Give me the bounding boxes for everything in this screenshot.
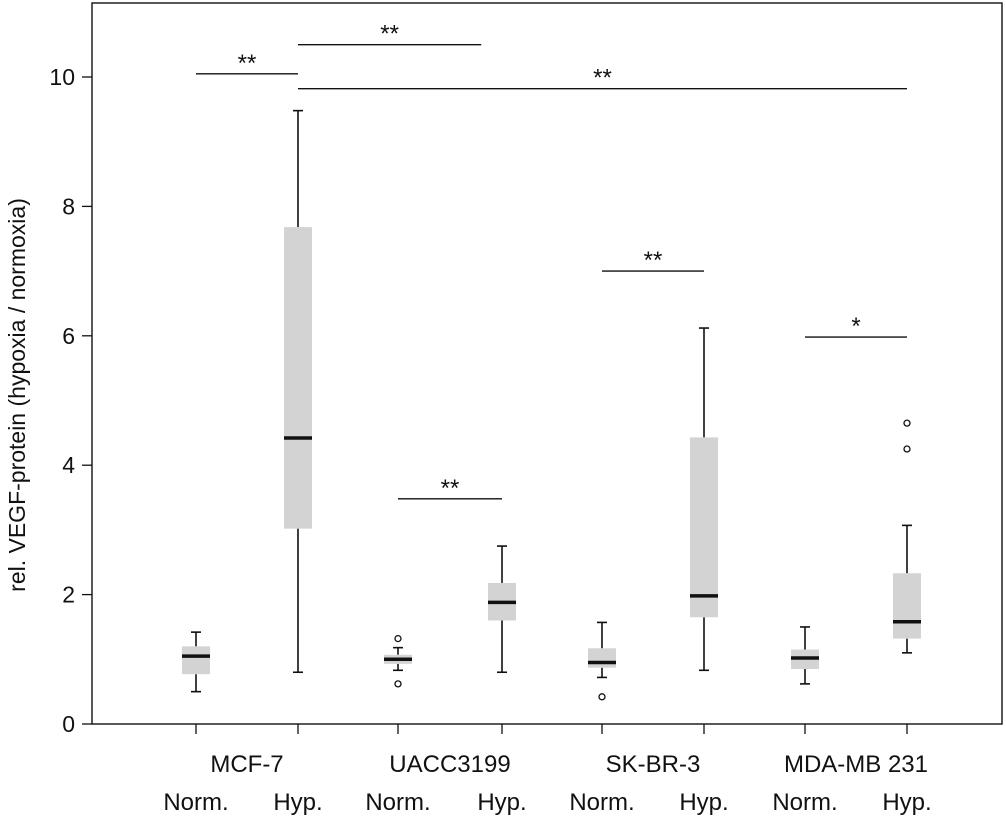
plot-frame xyxy=(91,2,1003,725)
outlier-point xyxy=(903,419,911,427)
box-6 xyxy=(791,626,819,685)
y-tick-label: 2 xyxy=(62,582,75,608)
box-3 xyxy=(488,545,516,674)
group-label: UACC3199 xyxy=(389,751,510,778)
y-axis-label: rel. VEGF-protein (hypoxia / normoxia) xyxy=(4,198,30,592)
box-body xyxy=(690,437,718,618)
y-tick-label: 6 xyxy=(62,323,75,349)
box-4 xyxy=(588,621,616,701)
group-label: SK-BR-3 xyxy=(606,751,701,778)
y-tick-label: 4 xyxy=(62,452,75,478)
significance-annotation: ** xyxy=(298,65,907,92)
box-2 xyxy=(384,634,412,688)
condition-label: Hyp. xyxy=(679,789,728,816)
condition-label: Norm. xyxy=(569,789,634,816)
y-tick-label: 10 xyxy=(49,64,75,90)
condition-label: Hyp. xyxy=(477,789,526,816)
significance-annotations: *********** xyxy=(196,21,907,502)
condition-label: Norm. xyxy=(772,789,837,816)
boxes xyxy=(182,109,921,701)
significance-label: * xyxy=(851,313,860,340)
significance-label: ** xyxy=(593,65,612,92)
group-label: MDA-MB 231 xyxy=(784,751,928,778)
x-axis-labels: MCF-7 UACC3199 SK-BR-3 MDA-MB 231 Norm. Hyp. N… xyxy=(163,751,931,816)
significance-annotation: ** xyxy=(196,50,298,77)
significance-label: ** xyxy=(380,21,399,48)
significance-annotation: ** xyxy=(602,247,704,274)
significance-label: ** xyxy=(644,247,663,274)
significance-annotation: * xyxy=(805,313,907,340)
box-body xyxy=(893,573,921,639)
group-label: MCF-7 xyxy=(210,751,283,778)
condition-label: Hyp. xyxy=(882,789,931,816)
box-7 xyxy=(893,419,921,654)
y-tick-label: 0 xyxy=(62,711,75,737)
box-body xyxy=(182,646,210,675)
condition-label: Norm. xyxy=(163,789,228,816)
significance-label: ** xyxy=(238,50,257,77)
outlier-point xyxy=(903,445,911,453)
box-5 xyxy=(690,327,718,672)
x-axis-ticks xyxy=(195,724,908,734)
outlier-point xyxy=(598,693,606,701)
condition-label: Hyp. xyxy=(273,789,322,816)
box-body xyxy=(588,648,616,668)
box-0 xyxy=(182,631,210,693)
y-tick-label: 8 xyxy=(62,193,75,219)
box-1 xyxy=(284,109,312,674)
outlier-point xyxy=(394,680,402,688)
condition-label: Norm. xyxy=(365,789,430,816)
significance-label: ** xyxy=(441,475,460,502)
y-axis: 0 2 4 6 8 10 xyxy=(49,64,92,737)
significance-annotation: ** xyxy=(298,21,482,48)
significance-annotation: ** xyxy=(398,475,502,502)
box-body xyxy=(284,227,312,529)
outlier-point xyxy=(394,634,402,643)
